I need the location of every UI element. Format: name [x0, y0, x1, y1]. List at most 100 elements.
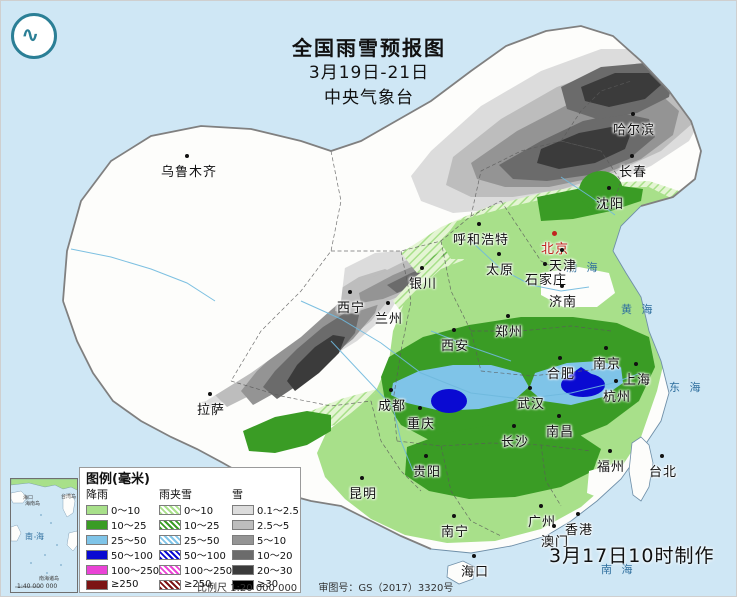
legend-range-label: 25～50	[184, 536, 220, 547]
city-label: 太原	[486, 263, 515, 278]
scale-text: 比例尺 1:20 000 000	[197, 583, 298, 594]
legend-row: 0～10	[86, 502, 159, 517]
production-time: 3月17日10时制作	[549, 545, 715, 567]
legend-swatch	[159, 519, 181, 530]
city-label: 济南	[549, 295, 578, 310]
legend-range-label: 50～100	[111, 551, 153, 562]
legend-row: ≥30	[232, 577, 299, 592]
city-label: 成都	[378, 399, 407, 414]
legend-row: 10～20	[232, 547, 299, 562]
legend-row: 100～250	[159, 562, 232, 577]
city-marker	[506, 314, 510, 318]
city-marker	[185, 154, 189, 158]
inset-sea-label: 南海	[25, 532, 47, 541]
city-marker	[528, 386, 532, 390]
legend-range-label: 0～10	[111, 506, 141, 517]
legend-range-label: 2.5～5	[257, 521, 290, 532]
city-label: 乌鲁木齐	[161, 165, 218, 180]
city-label: 广州	[528, 515, 557, 530]
legend-range-label: 20～30	[257, 566, 293, 577]
legend-row: 10～25	[159, 517, 232, 532]
city-label: 石家庄	[525, 273, 568, 288]
south-china-sea-inset: 南海 1:40 000 000 海口 海南岛 台湾岛 南海诸岛	[10, 478, 78, 593]
legend-row: 2.5～5	[232, 517, 299, 532]
city-label: 杭州	[603, 390, 632, 405]
legend-row: 5～10	[232, 532, 299, 547]
legend-column-head: 雨夹雪	[159, 488, 192, 501]
legend-swatch	[86, 504, 108, 515]
city-marker	[472, 554, 476, 558]
legend-row: 50～100	[86, 547, 159, 562]
city-marker	[539, 504, 543, 508]
legend-swatch	[86, 549, 108, 560]
city-marker	[348, 290, 352, 294]
legend-columns: 降雨 0～10 10～25 25～50 50～100 100～250 ≥250 雨夹雪 0～10…	[86, 488, 299, 592]
city-marker	[576, 512, 580, 516]
city-label: 长春	[619, 165, 648, 180]
city-marker	[424, 454, 428, 458]
city-label: 南京	[593, 357, 622, 372]
legend-swatch	[232, 549, 254, 560]
city-label: 重庆	[407, 417, 436, 432]
legend-range-label: ≥250	[111, 579, 139, 590]
legend-column: 降雨 0～10 10～25 25～50 50～100 100～250 ≥250	[86, 488, 159, 592]
legend-row: 25～50	[86, 532, 159, 547]
city-marker	[630, 154, 634, 158]
city-marker	[512, 424, 516, 428]
legend-row: 10～25	[86, 517, 159, 532]
legend-range-label: 25～50	[111, 536, 147, 547]
sea-label: 黄 海	[621, 303, 656, 316]
city-marker	[477, 222, 481, 226]
city-marker	[389, 388, 393, 392]
legend-column-head: 降雨	[86, 488, 108, 501]
approval-number: 审图号：GS（2017）3320号	[318, 583, 454, 594]
legend-swatch	[159, 549, 181, 560]
legend-column: 雪 0.1～2.5 2.5～5 5～10 10～20 20～30 ≥30	[232, 488, 299, 592]
legend-swatch	[232, 564, 254, 575]
legend-panel: 图例(毫米) 降雨 0～10 10～25 25～50 50～100 100～250 ≥250…	[79, 467, 301, 593]
city-marker	[418, 406, 422, 410]
city-marker	[560, 284, 564, 288]
sea-label: 南 海	[601, 563, 636, 576]
map-title-block: 全国雨雪预报图 3月19日-21日 中央气象台	[239, 35, 499, 111]
inset-scale-text: 1:40 000 000	[17, 583, 58, 590]
city-label: 武汉	[517, 397, 546, 412]
legend-range-label: 100～250	[111, 566, 160, 577]
city-marker	[208, 392, 212, 396]
city-label: 福州	[597, 460, 626, 475]
cma-logo: ∿	[11, 13, 57, 59]
legend-swatch	[232, 579, 254, 590]
city-label: 沈阳	[596, 197, 625, 212]
forecast-date-range: 3月19日-21日	[308, 63, 430, 83]
legend-range-label: 50～100	[184, 551, 226, 562]
legend-row: ≥250	[159, 577, 232, 592]
city-label: 西宁	[337, 301, 366, 316]
city-marker	[552, 231, 557, 236]
city-label: 昆明	[349, 487, 378, 502]
legend-range-label: 10～20	[257, 551, 293, 562]
issuing-organization: 中央气象台	[324, 88, 414, 108]
inset-label-hainan: 海南岛	[25, 501, 41, 507]
legend-row: 0～10	[159, 502, 232, 517]
legend-row: ≥250	[86, 577, 159, 592]
city-marker	[360, 476, 364, 480]
city-label: 兰州	[375, 312, 404, 327]
city-label: 台北	[649, 465, 678, 480]
inset-label-haikou: 海口	[23, 495, 34, 501]
legend-swatch	[86, 564, 108, 575]
city-label: 长沙	[501, 435, 530, 450]
legend-range-label: 10～25	[184, 521, 220, 532]
legend-swatch	[86, 579, 108, 590]
dragon-swirl-icon: ∿	[21, 23, 40, 48]
city-marker	[452, 328, 456, 332]
city-marker	[604, 346, 608, 350]
city-label: 天津	[549, 259, 578, 274]
city-marker	[607, 186, 611, 190]
city-label: 南昌	[546, 425, 575, 440]
city-label: 拉萨	[197, 403, 226, 418]
city-marker	[608, 449, 612, 453]
legend-range-label: 10～25	[111, 521, 147, 532]
legend-column-head: 雪	[232, 488, 243, 501]
